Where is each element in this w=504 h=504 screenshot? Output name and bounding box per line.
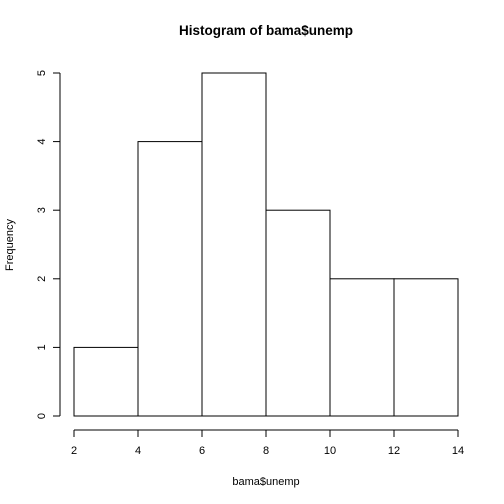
x-tick-label: 8 (263, 445, 269, 457)
y-tick-label: 2 (36, 276, 48, 282)
y-tick-label: 1 (36, 344, 48, 350)
y-tick-label: 4 (36, 139, 48, 145)
x-tick-label: 14 (452, 445, 464, 457)
x-axis: 2 4 6 8 10 12 14 (71, 429, 464, 457)
chart-title: Histogram of bama$unemp (179, 23, 353, 38)
histogram-bar-10-12 (329, 278, 395, 417)
x-axis-label: bama$unemp (232, 476, 299, 488)
y-tick-label: 3 (36, 207, 48, 213)
x-tick-label: 2 (71, 445, 77, 457)
x-tick-label: 12 (388, 445, 400, 457)
histogram-bar-8-10 (265, 209, 331, 417)
bars-group (73, 72, 459, 417)
y-tick-label: 0 (36, 413, 48, 419)
y-axis-label: Frequency (4, 219, 16, 271)
x-tick-label: 6 (199, 445, 205, 457)
y-tick-label: 5 (36, 70, 48, 76)
x-tick-label: 4 (135, 445, 141, 457)
histogram-bar-4-6 (137, 141, 203, 417)
histogram-bar-12-14 (393, 278, 459, 417)
y-axis: 0 1 2 3 4 5 (36, 70, 61, 419)
x-tick-label: 10 (324, 445, 336, 457)
histogram-bar-2-4 (73, 346, 139, 417)
histogram-bar-6-8 (201, 72, 267, 417)
